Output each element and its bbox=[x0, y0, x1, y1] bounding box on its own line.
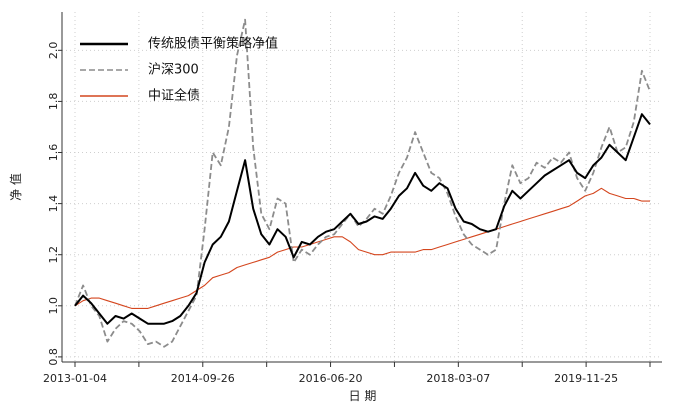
y-tick-label: 1.2 bbox=[47, 246, 60, 264]
x-tick-label: 2013-01-04 bbox=[43, 372, 107, 385]
legend-label-1: 沪深300 bbox=[148, 62, 199, 78]
y-tick-label: 1.4 bbox=[47, 195, 60, 213]
series bbox=[74, 18, 651, 348]
x-tick-label: 2019-11-25 bbox=[554, 372, 618, 385]
grid bbox=[62, 12, 662, 362]
y-axis-title: 净 值 bbox=[8, 173, 23, 201]
y-tick-label: 2.0 bbox=[47, 42, 60, 60]
x-axis-title: 日 期 bbox=[349, 389, 377, 403]
axes: 0.8 1.0 1.2 1.4 1.6 1.8 2.0 2013-01-04 2014-09-2… bbox=[43, 12, 662, 385]
y-tick-label: 1.8 bbox=[47, 93, 60, 111]
y-tick-label: 0.8 bbox=[47, 348, 60, 366]
x-tick-label: 2018-03-07 bbox=[426, 372, 490, 385]
x-tick-label: 2014-09-26 bbox=[171, 372, 235, 385]
series-line-0 bbox=[74, 113, 651, 325]
legend-label-0: 传统股债平衡策略净值 bbox=[148, 36, 278, 52]
y-tick-label: 1.0 bbox=[47, 297, 60, 315]
x-tick-label: 2016-06-20 bbox=[299, 372, 363, 385]
legend-label-2: 中证全债 bbox=[148, 88, 200, 104]
series-line-2 bbox=[74, 187, 650, 309]
y-tick-label: 1.6 bbox=[47, 144, 60, 162]
